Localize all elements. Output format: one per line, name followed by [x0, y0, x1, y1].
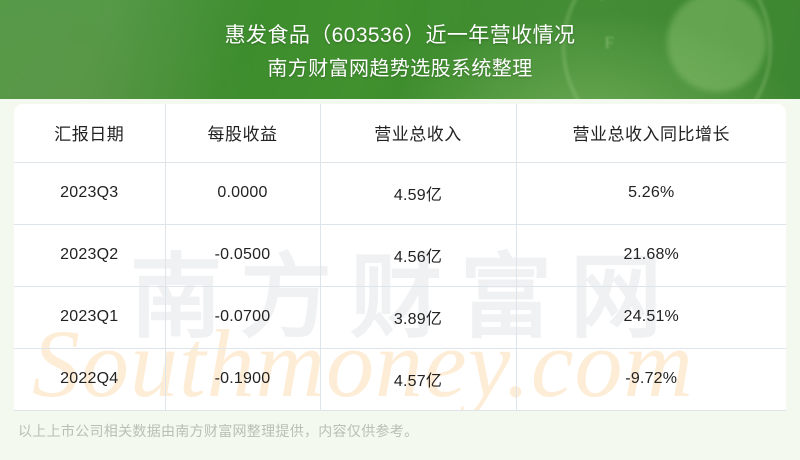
page-banner: F 惠发食品（603536）近一年营收情况 南方财富网趋势选股系统整理	[0, 0, 800, 99]
cell-eps: 0.0000	[165, 162, 321, 225]
cell-revenue-yoy: 21.68%	[516, 224, 786, 287]
page-title: 惠发食品（603536）近一年营收情况	[224, 24, 576, 47]
banner-titles: 惠发食品（603536）近一年营收情况 南方财富网趋势选股系统整理	[0, 0, 800, 83]
cell-report-date: 2023Q1	[14, 286, 166, 349]
cell-report-date: 2023Q2	[14, 224, 166, 287]
cell-revenue-yoy: 24.51%	[516, 286, 786, 349]
column-header-eps[interactable]: 每股收益	[165, 104, 321, 163]
table-body: 2023Q3 0.0000 4.59亿 5.26% 2023Q2 -0.0500…	[14, 162, 786, 411]
column-header-revenue-yoy[interactable]: 营业总收入同比增长	[516, 104, 786, 163]
table-row: 2023Q1 -0.0700 3.89亿 24.51%	[14, 286, 786, 349]
column-header-report-date[interactable]: 汇报日期	[14, 104, 166, 163]
cell-revenue: 4.57亿	[320, 348, 517, 411]
cell-revenue-yoy: -9.72%	[516, 348, 786, 411]
cell-revenue: 4.59亿	[320, 162, 517, 225]
table-head: 汇报日期 每股收益 营业总收入 营业总收入同比增长	[14, 104, 786, 163]
cell-report-date: 2022Q4	[14, 348, 166, 411]
financials-table-card: 南方财富网 Southmoney.com 汇报日期 每股收益 营业总收入 营业总…	[14, 104, 786, 411]
table-header-row: 汇报日期 每股收益 营业总收入 营业总收入同比增长	[14, 104, 786, 163]
column-header-revenue[interactable]: 营业总收入	[320, 104, 517, 163]
cell-revenue: 3.89亿	[320, 286, 517, 349]
cell-eps: -0.0700	[165, 286, 321, 349]
cell-revenue-yoy: 5.26%	[516, 162, 786, 225]
cell-report-date: 2023Q3	[14, 162, 166, 225]
page-subtitle: 南方财富网趋势选股系统整理	[267, 58, 533, 80]
table-row: 2023Q3 0.0000 4.59亿 5.26%	[14, 162, 786, 225]
fuel-gauge-icon	[562, 0, 772, 99]
disclaimer-note: 以上上市公司相关数据由南方财富网整理提供，内容仅供参考。	[18, 423, 419, 439]
table-row: 2022Q4 -0.1900 4.57亿 -9.72%	[14, 348, 786, 411]
financials-table: 汇报日期 每股收益 营业总收入 营业总收入同比增长 2023Q3 0.0000 …	[14, 104, 786, 411]
table-row: 2023Q2 -0.0500 4.56亿 21.68%	[14, 224, 786, 287]
cell-eps: -0.0500	[165, 224, 321, 287]
cell-revenue: 4.56亿	[320, 224, 517, 287]
cell-eps: -0.1900	[165, 348, 321, 411]
gauge-f-label: F	[604, 33, 614, 52]
